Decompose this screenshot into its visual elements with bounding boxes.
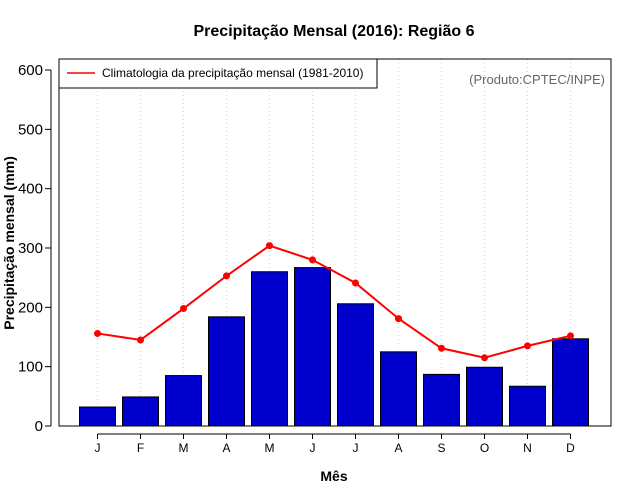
x-axis-label: Mês bbox=[320, 468, 347, 484]
x-tick-label: N bbox=[523, 441, 532, 455]
y-tick-label: 100 bbox=[18, 359, 43, 376]
y-tick-label: 400 bbox=[18, 181, 43, 198]
legend: Climatologia da precipitação mensal (198… bbox=[58, 58, 378, 89]
climatology-point bbox=[481, 354, 488, 362]
bars-layer bbox=[79, 267, 589, 427]
x-tick-label: J bbox=[95, 441, 101, 455]
bar-a-3 bbox=[208, 316, 245, 427]
bar-j-6 bbox=[337, 303, 374, 427]
climatology-point bbox=[94, 329, 101, 337]
climatology-point bbox=[524, 342, 531, 350]
x-tick-label: F bbox=[137, 441, 144, 455]
x-tick-label: A bbox=[394, 441, 402, 455]
bar-a-7 bbox=[380, 351, 417, 427]
x-tick-label: J bbox=[310, 441, 316, 455]
bar-m-4 bbox=[251, 271, 288, 427]
x-tick-label: S bbox=[437, 441, 445, 455]
climatology-line-layer bbox=[94, 242, 574, 362]
bar-j-5 bbox=[294, 267, 331, 427]
y-tick-label: 300 bbox=[18, 240, 43, 257]
chart-title: Precipitação Mensal (2016): Região 6 bbox=[194, 23, 475, 40]
bar-d-11 bbox=[552, 338, 589, 427]
y-tick-label: 0 bbox=[35, 418, 43, 435]
legend-box bbox=[58, 58, 378, 89]
climatology-point bbox=[395, 315, 402, 323]
x-tick-label: M bbox=[265, 441, 275, 455]
y-tick-label: 600 bbox=[18, 62, 43, 79]
climatology-point bbox=[223, 272, 230, 280]
x-tick-label: M bbox=[179, 441, 189, 455]
plot-frame bbox=[58, 58, 612, 427]
legend-label: Climatologia da precipitação mensal (198… bbox=[102, 66, 363, 80]
climatology-point bbox=[180, 305, 187, 313]
bar-n-10 bbox=[509, 385, 546, 427]
y-axis: 0 100 200 300 400 500 600 bbox=[18, 62, 52, 435]
x-tick-label: O bbox=[480, 441, 489, 455]
x-tick-label: A bbox=[222, 441, 230, 455]
bar-f-1 bbox=[122, 396, 159, 427]
climatology-point bbox=[309, 256, 316, 264]
bar-j-0 bbox=[79, 406, 116, 427]
climatology-point bbox=[567, 332, 574, 340]
y-axis-label: Precipitação mensal (mm) bbox=[1, 156, 17, 330]
x-tick-label: D bbox=[566, 441, 575, 455]
climatology-point bbox=[266, 242, 273, 250]
x-tick-label: J bbox=[353, 441, 359, 455]
bar-o-9 bbox=[466, 366, 503, 427]
source-credit: (Produto:CPTEC/INPE) bbox=[469, 72, 605, 87]
climatology-point bbox=[352, 279, 359, 287]
climatology-point bbox=[438, 344, 445, 352]
y-tick-label: 200 bbox=[18, 299, 43, 316]
climatology-line bbox=[97, 244, 571, 359]
bar-s-8 bbox=[423, 373, 460, 427]
climatology-point bbox=[137, 336, 144, 344]
bar-m-2 bbox=[165, 375, 202, 427]
y-tick-label: 500 bbox=[18, 121, 43, 138]
